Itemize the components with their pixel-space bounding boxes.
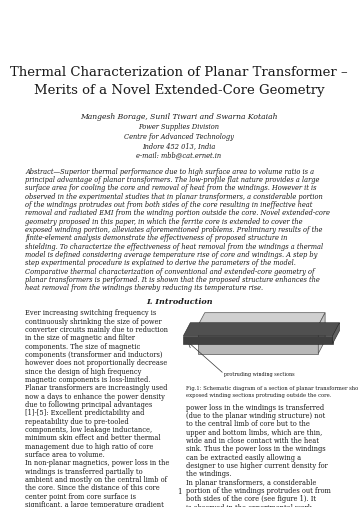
Text: [1]-[5]: Excellent predictability and: [1]-[5]: Excellent predictability and [25, 410, 144, 417]
Text: converter circuits mainly due to reduction: converter circuits mainly due to reducti… [25, 326, 168, 334]
Text: step experimental procedure is explained to derive the parameters of the model.: step experimental procedure is explained… [25, 259, 296, 267]
Text: I. Introduction: I. Introduction [146, 298, 212, 306]
Polygon shape [198, 313, 325, 325]
Text: heat removal from the windings thereby reducing its temperature rise.: heat removal from the windings thereby r… [25, 284, 263, 292]
Text: shielding. To characterize the effectiveness of heat removal from the windings a: shielding. To characterize the effective… [25, 243, 323, 250]
Text: e-mail: mbb@cat.ernet.in: e-mail: mbb@cat.ernet.in [136, 152, 222, 159]
Text: Merits of a Novel Extended-Core Geometry: Merits of a Novel Extended-Core Geometry [34, 84, 324, 97]
Text: windings is transferred partially to: windings is transferred partially to [25, 468, 143, 476]
Text: components. The size of magnetic: components. The size of magnetic [25, 343, 140, 351]
Text: can be extracted easily allowing a: can be extracted easily allowing a [186, 454, 301, 462]
Text: designer to use higher current density for: designer to use higher current density f… [186, 462, 328, 470]
Text: continuously shrinking the size of power: continuously shrinking the size of power [25, 318, 162, 326]
Text: both sides of the core (see figure 1). It: both sides of the core (see figure 1). I… [186, 495, 316, 503]
Text: Planar transformers are increasingly used: Planar transformers are increasingly use… [25, 384, 168, 392]
Text: however does not proportionally decrease: however does not proportionally decrease [25, 359, 167, 368]
Text: observed in the experimental studies that in planar transformers, a considerable: observed in the experimental studies tha… [25, 193, 323, 201]
Text: due to following principal advantages: due to following principal advantages [25, 401, 152, 409]
Polygon shape [198, 325, 318, 353]
Text: Comparative thermal characterization of conventional and extended-core geometry : Comparative thermal characterization of … [25, 268, 315, 276]
Text: surface area to volume.: surface area to volume. [25, 451, 105, 459]
Text: finite-element analysis demonstrate the effectiveness of proposed structure in: finite-element analysis demonstrate the … [25, 234, 287, 242]
Text: planar transformers is performed. It is shown that the proposed structure enhanc: planar transformers is performed. It is … [25, 276, 320, 284]
Text: portion of the windings protrudes out from: portion of the windings protrudes out fr… [186, 487, 331, 495]
Text: center point from core surface is: center point from core surface is [25, 493, 136, 501]
Text: protruding winding sections: protruding winding sections [224, 372, 295, 377]
Text: In planar transformers, a considerable: In planar transformers, a considerable [186, 479, 316, 487]
Text: exposed winding portion, alleviates aforementioned problems. Preliminary results: exposed winding portion, alleviates afor… [25, 226, 323, 234]
Text: Abstract—Superior thermal performance due to high surface area to volume ratio i: Abstract—Superior thermal performance du… [25, 168, 314, 175]
Text: components (transformer and inductors): components (transformer and inductors) [25, 351, 163, 359]
Polygon shape [333, 323, 339, 344]
Text: 1: 1 [177, 488, 181, 496]
Text: Ever increasing switching frequency is: Ever increasing switching frequency is [25, 309, 156, 317]
Text: In non-planar magnetics, power loss in the: In non-planar magnetics, power loss in t… [25, 459, 169, 467]
Text: components, low leakage inductance,: components, low leakage inductance, [25, 426, 152, 434]
Text: repeatability due to pre-tooled: repeatability due to pre-tooled [25, 418, 129, 426]
Text: (due to the planar winding structure) not: (due to the planar winding structure) no… [186, 412, 325, 420]
Text: power loss in the windings is transferred: power loss in the windings is transferre… [186, 404, 324, 412]
Text: to the central limb of core but to the: to the central limb of core but to the [186, 420, 310, 428]
Text: wide and in close contact with the heat: wide and in close contact with the heat [186, 437, 319, 445]
Polygon shape [183, 323, 339, 336]
Text: in the size of magnetic and filter: in the size of magnetic and filter [25, 335, 135, 342]
Text: model is defined considering average temperature rise of core and windings. A st: model is defined considering average tem… [25, 251, 318, 259]
Text: significant, a large temperature gradient: significant, a large temperature gradien… [25, 501, 164, 507]
Text: Fig.1: Schematic diagram of a section of planar transformer showing the: Fig.1: Schematic diagram of a section of… [186, 386, 358, 391]
Text: principal advantage of planar transformers. The low-profile flat nature provides: principal advantage of planar transforme… [25, 176, 319, 184]
Polygon shape [318, 313, 325, 353]
Text: Thermal Characterization of Planar Transformer –: Thermal Characterization of Planar Trans… [10, 66, 348, 79]
Text: since the design of high frequency: since the design of high frequency [25, 368, 141, 376]
Text: removal and radiated EMI from the winding portion outside the core. Novel extend: removal and radiated EMI from the windin… [25, 209, 330, 218]
Text: Centre for Advanced Technology: Centre for Advanced Technology [124, 133, 234, 140]
Text: minimum skin effect and better thermal: minimum skin effect and better thermal [25, 434, 160, 443]
Text: of the windings protrudes out from both sides of the core resulting in ineffecti: of the windings protrudes out from both … [25, 201, 313, 209]
Text: ambient and mostly on the central limb of: ambient and mostly on the central limb o… [25, 476, 167, 484]
Text: the windings.: the windings. [186, 470, 232, 478]
Text: upper and bottom limbs, which are thin,: upper and bottom limbs, which are thin, [186, 428, 323, 437]
Text: is observed in the experimental work: is observed in the experimental work [186, 503, 312, 507]
Text: sink. Thus the power loss in the windings: sink. Thus the power loss in the winding… [186, 445, 326, 453]
Text: the core. Since the distance of this core: the core. Since the distance of this cor… [25, 485, 160, 492]
Text: Mangesh Borage, Sunil Tiwari and Swarna Kotaiah: Mangesh Borage, Sunil Tiwari and Swarna … [80, 113, 278, 121]
Text: exposed winding sections protruding outside the core.: exposed winding sections protruding outs… [186, 392, 332, 397]
Text: magnetic components is loss-limited.: magnetic components is loss-limited. [25, 376, 150, 384]
Text: geometry proposed in this paper, in which the ferrite core is extended to cover : geometry proposed in this paper, in whic… [25, 218, 303, 226]
Text: management due to high ratio of core: management due to high ratio of core [25, 443, 154, 451]
Text: Power Supplies Division: Power Supplies Division [139, 123, 219, 131]
Text: Indore 452 013, India: Indore 452 013, India [142, 142, 216, 150]
Text: surface area for cooling the core and removal of heat from the windings. However: surface area for cooling the core and re… [25, 184, 316, 192]
Text: now a days to enhance the power density: now a days to enhance the power density [25, 393, 165, 401]
Polygon shape [183, 336, 333, 344]
